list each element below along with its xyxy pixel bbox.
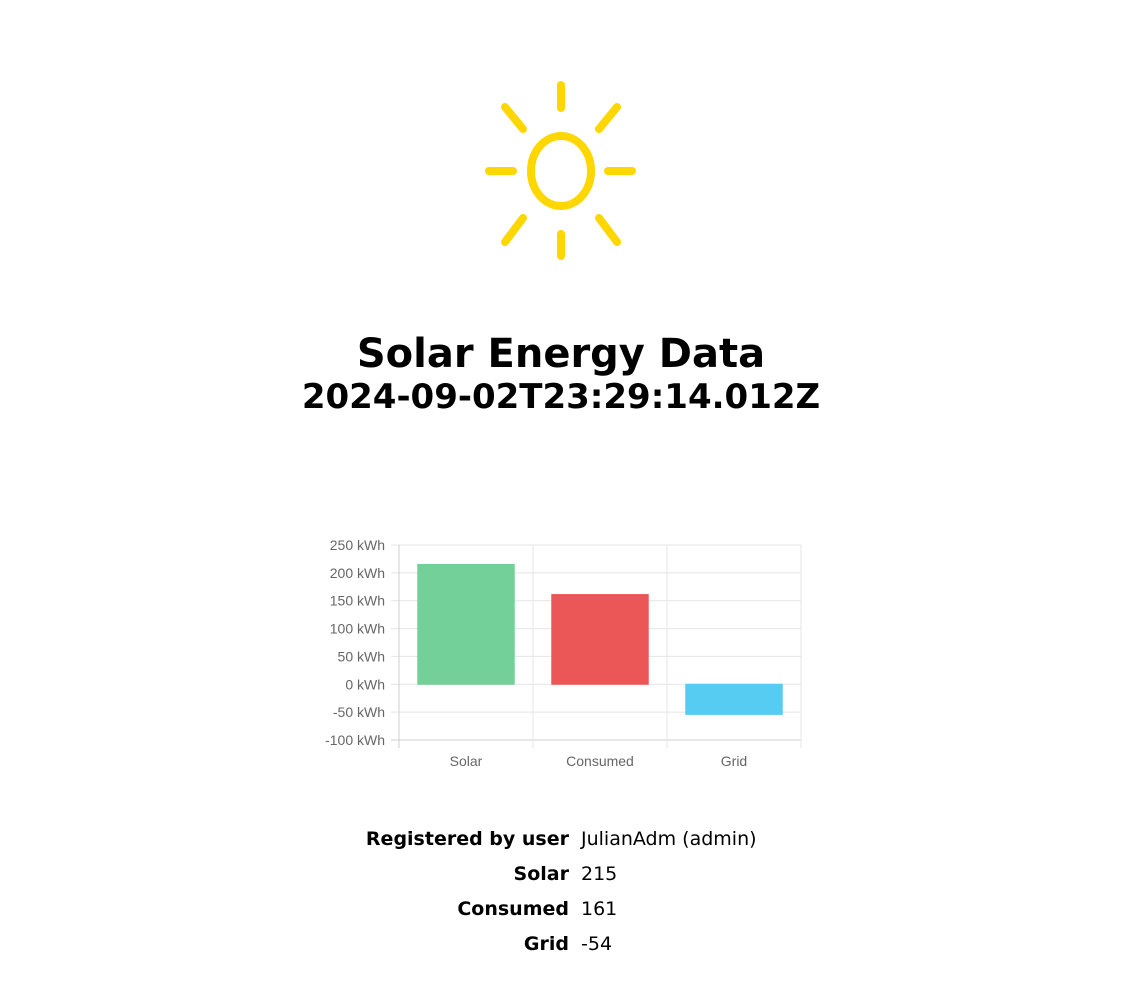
detail-row-solar: Solar 215 bbox=[0, 859, 1129, 894]
detail-label-solar: Solar bbox=[513, 863, 569, 885]
y-tick-label: -50 kWh bbox=[333, 704, 385, 720]
energy-bar-chart: 250 kWh 200 kWh 150 kWh 100 kWh 50 kWh 0 kWh -… bbox=[300, 530, 820, 780]
chart-svg: 250 kWh 200 kWh 150 kWh 100 kWh 50 kWh 0 kWh -… bbox=[325, 537, 802, 769]
detail-value-registered-by: JulianAdm (admin) bbox=[581, 828, 757, 850]
y-tick-label: 0 kWh bbox=[345, 676, 385, 692]
y-tick-label: 50 kWh bbox=[338, 648, 385, 664]
bar-consumed bbox=[551, 594, 649, 685]
detail-value-grid: -54 bbox=[581, 933, 613, 955]
y-tick-label: 200 kWh bbox=[330, 565, 385, 581]
x-tick-label: Solar bbox=[450, 753, 483, 769]
y-tick-label: 250 kWh bbox=[330, 537, 385, 553]
x-tick-label: Consumed bbox=[566, 753, 634, 769]
timestamp: 2024-09-02T23:29:14.012Z bbox=[301, 377, 821, 417]
detail-value-solar: 215 bbox=[581, 863, 618, 885]
detail-value-consumed: 161 bbox=[581, 898, 618, 920]
detail-row-consumed: Consumed 161 bbox=[0, 894, 1129, 929]
detail-row-registered-by: Registered by user JulianAdm (admin) bbox=[0, 824, 1129, 859]
detail-label-consumed: Consumed bbox=[457, 898, 569, 920]
page-title: Solar Energy Data bbox=[356, 331, 766, 377]
x-tick-label: Grid bbox=[721, 753, 747, 769]
bar-grid bbox=[685, 683, 783, 715]
detail-label-registered-by: Registered by user bbox=[365, 828, 569, 850]
y-tick-label: 150 kWh bbox=[330, 593, 385, 609]
details-table: Registered by user JulianAdm (admin) Sol… bbox=[0, 824, 1129, 964]
detail-label-grid: Grid bbox=[523, 933, 569, 955]
y-tick-label: -100 kWh bbox=[325, 732, 385, 748]
detail-row-grid: Grid -54 bbox=[0, 929, 1129, 964]
sun-icon bbox=[480, 76, 640, 266]
sun-icon-graphic bbox=[485, 81, 636, 260]
bar-solar bbox=[417, 564, 515, 685]
y-tick-label: 100 kWh bbox=[330, 621, 385, 637]
